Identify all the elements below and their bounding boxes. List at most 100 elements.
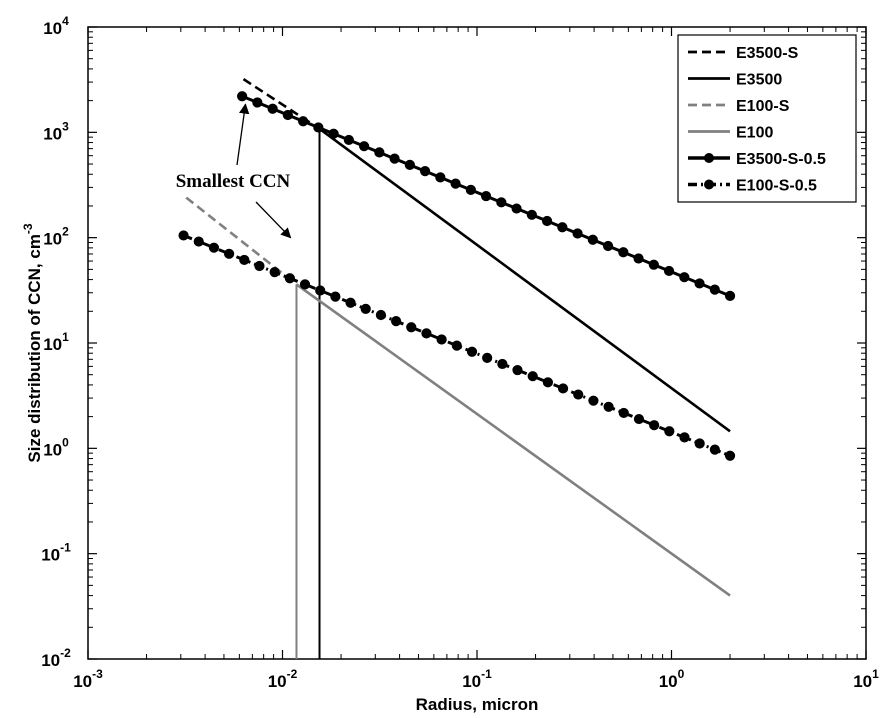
data-point-e100-s-0-5 (557, 383, 569, 394)
data-point-e100-s-0-5 (436, 334, 447, 345)
data-point-e3500-s-0-5 (648, 259, 659, 270)
data-point-e3500-s-0-5 (419, 166, 431, 177)
data-point-e100-s-0-5 (664, 426, 675, 437)
data-point-e100-s-0-5 (451, 340, 462, 351)
y-axis-label-superscript: -3 (21, 223, 35, 234)
data-point-e3500-s-0-5 (237, 91, 248, 102)
axis-ticks (87, 26, 867, 660)
legend-label-e3500-s-0-5: E3500-S-0.5 (736, 151, 826, 168)
data-point-e3500-s-0-5 (359, 141, 370, 152)
data-point-e100-s-0-5 (588, 395, 599, 406)
data-point-e3500-s-0-5 (282, 109, 293, 121)
data-point-e100-s-0-5 (618, 407, 629, 419)
x-tick-label: 101 (853, 667, 879, 691)
data-point-e100-s-0-5 (724, 450, 736, 461)
y-tick-label: 102 (43, 225, 69, 249)
data-point-e3500-s-0-5 (618, 247, 629, 258)
legend-label-e100: E100 (736, 125, 773, 142)
data-point-e3500-s-0-5 (267, 103, 278, 114)
data-point-e100-s-0-5 (466, 346, 478, 357)
x-tick-label: 10-3 (73, 667, 103, 691)
data-point-e100-s-0-5 (315, 285, 326, 296)
annotation-arrow (236, 103, 250, 166)
legend-marker-e100-s-0-5 (704, 179, 714, 190)
data-point-e100-s-0-5 (178, 230, 189, 241)
data-point-e3500-s-0-5 (587, 234, 598, 245)
data-point-e100-s-0-5 (284, 273, 295, 284)
data-point-e100-s-0-5 (542, 377, 553, 388)
data-point-e100-s-0-5 (603, 401, 614, 412)
data-point-e3500-s-0-5 (709, 284, 720, 295)
data-point-e3500-s-0-5 (511, 203, 522, 214)
data-point-e100-s-0-5 (406, 322, 417, 333)
tick-labels: 10-3 10-2 10-1 100 10110-210-110010110210310… (41, 14, 879, 691)
data-point-e100-s-0-5 (224, 248, 235, 259)
data-point-e3500-s-0-5 (541, 215, 553, 227)
data-point-e100-s-0-5 (421, 328, 432, 339)
data-point-e100-s-0-5 (254, 260, 265, 272)
x-tick-label: 10-1 (462, 667, 492, 691)
x-axis-label: Radius, micron (416, 695, 539, 714)
data-point-e100-s-0-5 (269, 267, 280, 278)
legend-label-e3500: E3500 (736, 72, 782, 89)
data-point-e100-s-0-5 (208, 242, 220, 253)
data-point-e100-s-0-5 (527, 371, 538, 382)
y-tick-label: 10-2 (41, 646, 71, 670)
data-point-e3500-s-0-5 (694, 278, 705, 289)
y-tick-label: 10-1 (41, 541, 71, 565)
annotation-arrow (255, 201, 292, 239)
y-axis-label-text: Size distribution of CCN, cm (25, 234, 44, 463)
data-point-e100-s-0-5 (360, 303, 371, 314)
data-point-e3500-s-0-5 (298, 116, 309, 127)
data-point-e3500-s-0-5 (435, 172, 446, 183)
y-tick-label: 104 (43, 14, 69, 38)
legend-label-e100-s-0-5: E100-S-0.5 (736, 178, 817, 195)
x-tick-label: 100 (659, 667, 685, 691)
data-point-e100-s-0-5 (497, 358, 508, 370)
data-point-e3500-s-0-5 (663, 265, 675, 277)
series-line-e100 (295, 283, 731, 597)
data-point-e3500-s-0-5 (633, 253, 644, 264)
data-point-e100-s-0-5 (709, 444, 720, 455)
series-line-e3500 (318, 127, 731, 433)
legend-marker-e3500-s-0-5 (704, 153, 714, 163)
data-point-e100-s-0-5 (649, 420, 660, 431)
legend-label-e100-s: E100-S (736, 98, 790, 115)
data-point-e3500-s-0-5 (480, 190, 492, 202)
y-tick-label: 101 (43, 330, 69, 354)
series-layer (178, 78, 736, 659)
data-point-e100-s-0-5 (694, 438, 705, 449)
data-point-e3500-s-0-5 (328, 128, 339, 139)
data-point-e100-s-0-5 (390, 316, 402, 327)
data-point-e3500-s-0-5 (313, 122, 324, 133)
data-point-e3500-s-0-5 (343, 134, 354, 146)
y-axis-label: Size distribution of CCN, cm-3 (21, 223, 44, 463)
data-point-e3500-s-0-5 (450, 178, 461, 189)
legend-label-e3500-s: E3500-S (736, 45, 799, 62)
data-point-e3500-s-0-5 (602, 240, 614, 252)
data-point-e100-s-0-5 (679, 432, 690, 443)
data-point-e100-s-0-5 (330, 291, 341, 302)
data-point-e100-s-0-5 (573, 389, 584, 400)
legend: E3500-S E3500 E100-S E100 E3500-S-0.5 E100-S-… (677, 34, 857, 203)
data-point-e100-s-0-5 (512, 364, 523, 376)
data-point-e3500-s-0-5 (526, 209, 537, 220)
annotation-smallest-ccn: Smallest CCN (176, 171, 291, 192)
legend-box (677, 34, 857, 203)
data-point-e3500-s-0-5 (679, 272, 690, 283)
data-point-e100-s-0-5 (375, 309, 387, 321)
y-tick-label: 100 (43, 435, 69, 459)
data-point-e3500-s-0-5 (465, 184, 476, 195)
data-point-e100-s-0-5 (345, 297, 356, 308)
data-point-e3500-s-0-5 (404, 159, 415, 170)
data-point-e3500-s-0-5 (496, 197, 507, 208)
data-point-e100-s-0-5 (239, 254, 250, 266)
data-point-e100-s-0-5 (633, 413, 645, 425)
data-point-e100-s-0-5 (482, 352, 493, 363)
y-tick-label: 103 (43, 119, 69, 143)
data-point-e3500-s-0-5 (252, 97, 263, 108)
data-point-e3500-s-0-5 (724, 290, 736, 301)
data-point-e3500-s-0-5 (572, 228, 583, 239)
data-point-e3500-s-0-5 (374, 147, 385, 158)
